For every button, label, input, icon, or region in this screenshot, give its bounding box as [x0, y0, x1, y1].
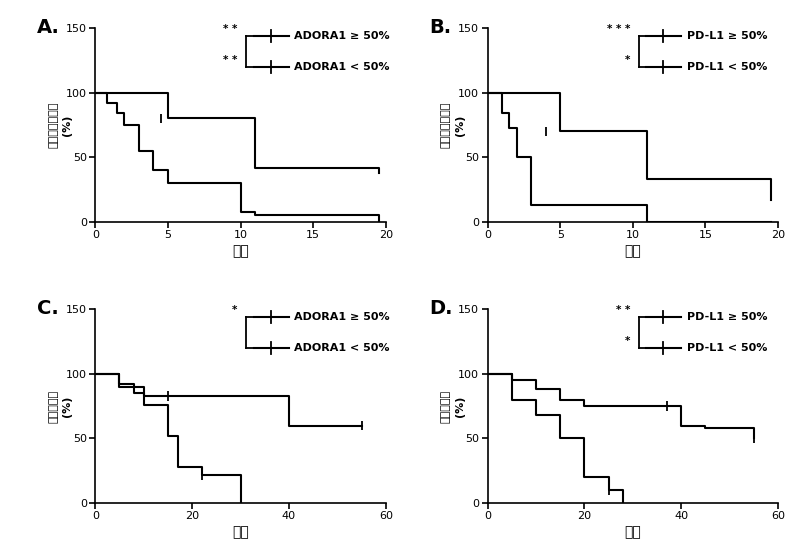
Text: PD-L1 < 50%: PD-L1 < 50% [687, 343, 767, 353]
Text: PD-L1 < 50%: PD-L1 < 50% [687, 61, 767, 72]
Y-axis label: 总生存时间
(%): 总生存时间 (%) [48, 390, 72, 423]
Text: PD-L1 ≥ 50%: PD-L1 ≥ 50% [687, 312, 767, 322]
Text: *: * [625, 336, 630, 346]
Text: *: * [233, 305, 237, 315]
X-axis label: 月数: 月数 [232, 525, 249, 539]
Y-axis label: 总生存时间
(%): 总生存时间 (%) [441, 390, 464, 423]
Text: ADORA1 ≥ 50%: ADORA1 ≥ 50% [295, 31, 390, 41]
Y-axis label: 无进展生存时间
(%): 无进展生存时间 (%) [48, 102, 72, 148]
Text: ADORA1 ≥ 50%: ADORA1 ≥ 50% [295, 312, 390, 322]
Text: B.: B. [430, 18, 452, 37]
Text: ADORA1 < 50%: ADORA1 < 50% [295, 343, 390, 353]
X-axis label: 月数: 月数 [624, 244, 642, 258]
Text: A.: A. [37, 18, 60, 37]
Text: *: * [625, 55, 630, 65]
Text: * *: * * [223, 55, 237, 65]
Y-axis label: 无进展生存时间
(%): 无进展生存时间 (%) [441, 102, 464, 148]
Text: * *: * * [223, 24, 237, 34]
Text: * *: * * [615, 305, 630, 315]
Text: C.: C. [37, 300, 59, 319]
Text: * * *: * * * [607, 24, 630, 34]
Text: ADORA1 < 50%: ADORA1 < 50% [295, 61, 390, 72]
X-axis label: 月数: 月数 [624, 525, 642, 539]
X-axis label: 月数: 月数 [232, 244, 249, 258]
Text: PD-L1 ≥ 50%: PD-L1 ≥ 50% [687, 31, 767, 41]
Text: D.: D. [430, 300, 453, 319]
